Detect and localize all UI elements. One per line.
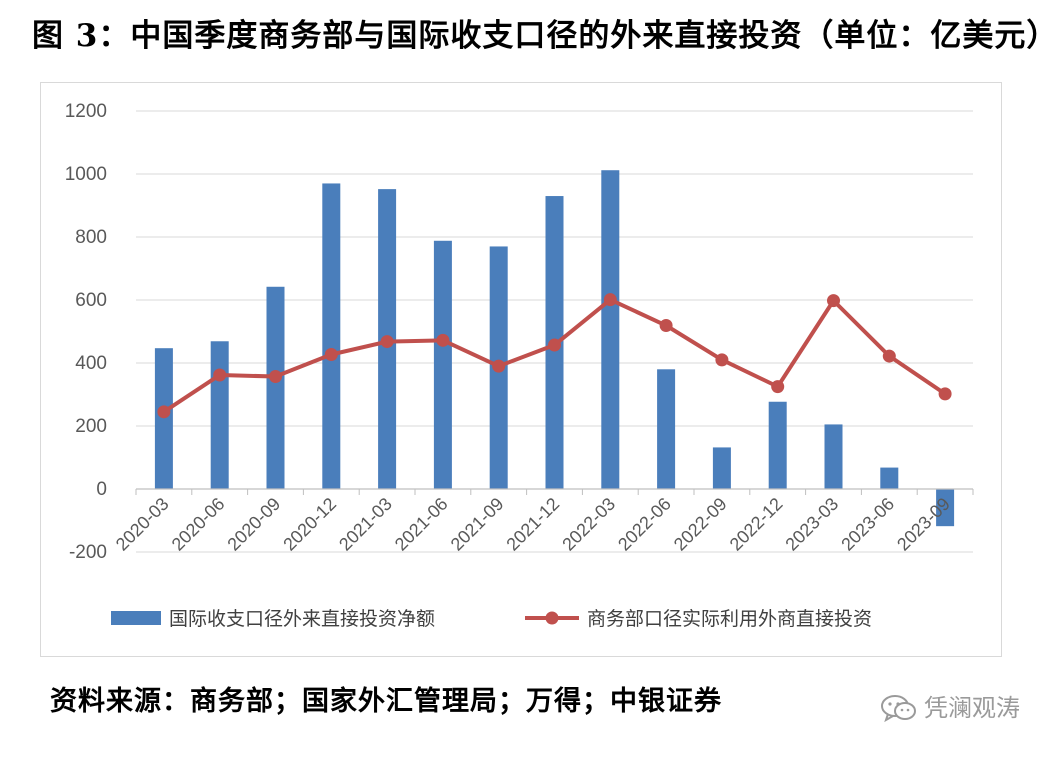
legend-bar-swatch — [111, 611, 161, 625]
watermark: 凭澜观涛 — [880, 690, 1020, 726]
x-tick-label: 2020-12 — [279, 494, 340, 555]
x-tick-label: 2021-12 — [502, 494, 563, 555]
source-note: 资料来源：商务部；国家外汇管理局；万得；中银证券 — [50, 686, 722, 717]
watermark-text: 凭澜观涛 — [924, 694, 1020, 722]
y-tick-label: 1000 — [65, 164, 107, 185]
bar — [936, 489, 955, 527]
x-tick-label: 2020-06 — [168, 494, 229, 555]
line-point — [157, 405, 171, 419]
y-tick-label: 800 — [75, 227, 107, 248]
bar — [154, 348, 173, 489]
y-tick-label: 1200 — [65, 101, 107, 122]
x-tick-label: 2022-12 — [726, 494, 787, 555]
bar — [657, 369, 676, 489]
bar — [210, 341, 229, 489]
line-point — [715, 353, 729, 367]
x-tick-label: 2022-09 — [670, 494, 731, 555]
bar — [601, 170, 620, 489]
x-tick-label: 2021-09 — [447, 494, 508, 555]
y-tick-label: 0 — [96, 479, 107, 500]
line-point — [659, 319, 673, 333]
bar — [322, 183, 341, 489]
x-tick-label: 2022-06 — [614, 494, 675, 555]
legend-label: 商务部口径实际利用外商直接投资 — [587, 608, 872, 630]
chart-title: 图 3：中国季度商务部与国际收支口径的外来直接投资（单位：亿美元） — [32, 18, 1059, 54]
x-tick-label: 2023-06 — [837, 494, 898, 555]
x-tick-label: 2022-03 — [558, 494, 619, 555]
line-point — [213, 368, 227, 382]
bar — [824, 424, 843, 489]
x-tick-label: 2023-03 — [781, 494, 842, 555]
legend-label: 国际收支口径外来直接投资净额 — [169, 608, 435, 630]
line-point — [269, 370, 282, 384]
bar — [712, 447, 731, 489]
y-tick-label: 400 — [75, 353, 107, 374]
line-point — [436, 333, 450, 347]
wechat-icon — [881, 695, 916, 723]
line-point — [324, 347, 338, 361]
y-tick-label: 200 — [75, 416, 107, 437]
line-point — [548, 338, 561, 352]
line-point — [771, 380, 785, 394]
bar — [266, 286, 285, 489]
x-tick-label: 2021-03 — [335, 494, 396, 555]
x-tick-label: 2020-03 — [112, 494, 173, 555]
bar — [880, 467, 899, 489]
chart-area: -200 0 200 400 600 800 1000 1200 2020-03 2020-06 2… — [40, 82, 1002, 657]
line-point — [827, 294, 840, 308]
bar — [433, 240, 452, 489]
y-tick-label: -200 — [69, 542, 107, 563]
line-point — [938, 387, 952, 401]
y-tick-label: 600 — [75, 290, 107, 311]
legend-line-marker — [545, 611, 559, 625]
line-point — [380, 335, 394, 349]
line-point — [882, 349, 896, 363]
x-tick-label: 2021-06 — [391, 494, 452, 555]
line-point — [603, 293, 617, 307]
chart-svg: -2000200400600800100012002020-032020-062… — [65, 101, 974, 630]
x-tick-label: 2020-09 — [223, 494, 284, 555]
line-point — [492, 359, 506, 373]
bar — [768, 401, 787, 489]
